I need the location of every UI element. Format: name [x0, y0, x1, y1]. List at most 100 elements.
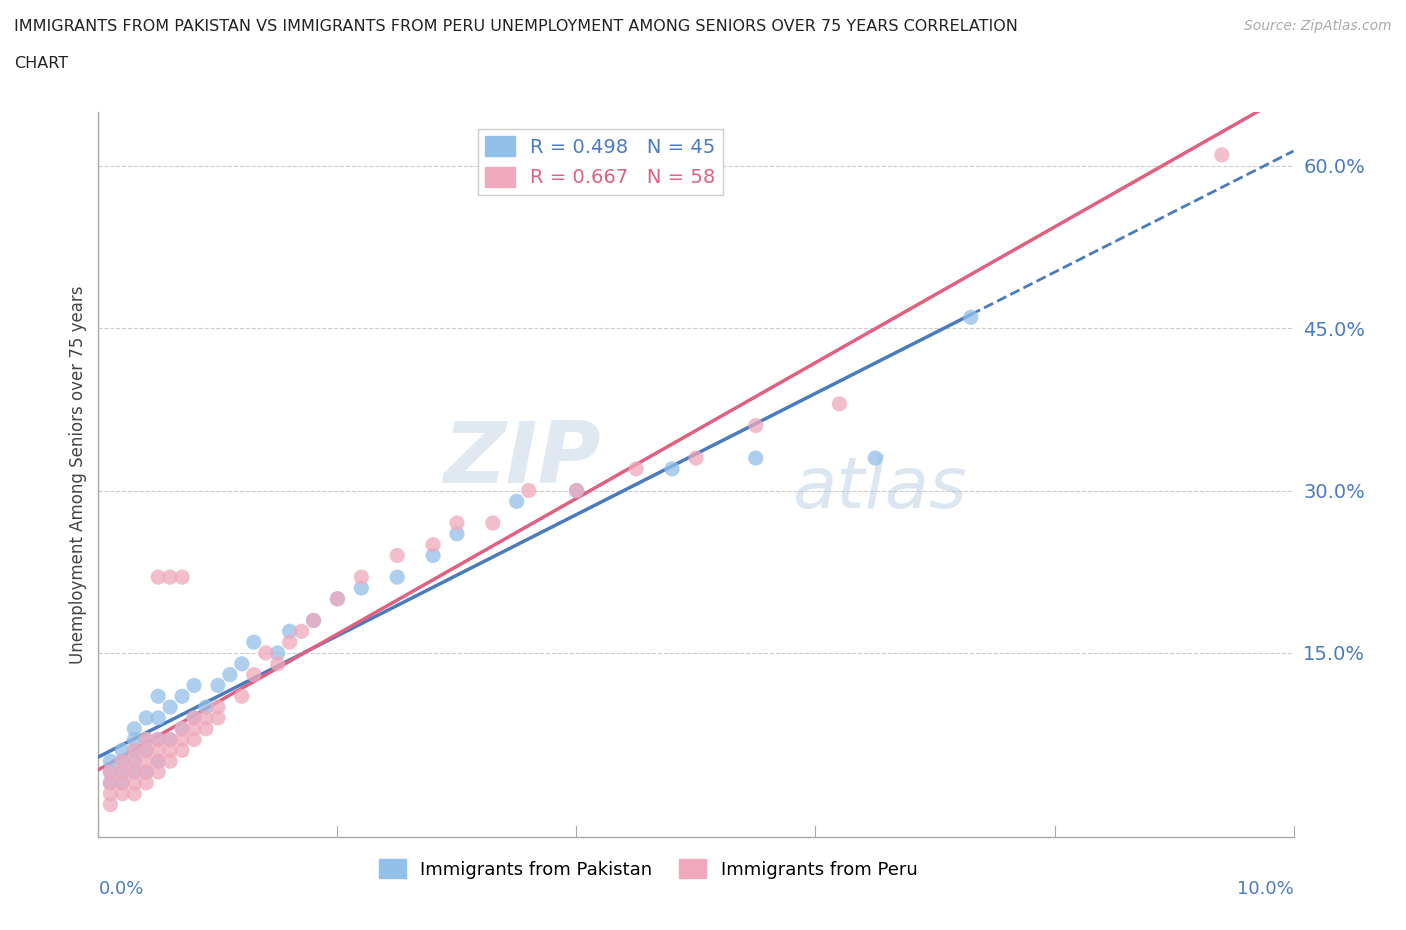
Text: IMMIGRANTS FROM PAKISTAN VS IMMIGRANTS FROM PERU UNEMPLOYMENT AMONG SENIORS OVER: IMMIGRANTS FROM PAKISTAN VS IMMIGRANTS F…	[14, 19, 1018, 33]
Point	[446, 515, 468, 530]
Point	[124, 732, 146, 747]
Point	[111, 776, 134, 790]
Point	[422, 548, 444, 563]
Point	[148, 711, 170, 725]
Point	[350, 580, 373, 595]
Point	[172, 732, 194, 747]
Point	[745, 418, 768, 433]
Point	[278, 624, 301, 639]
Point	[124, 764, 146, 779]
Point	[183, 722, 205, 737]
Point	[172, 689, 194, 704]
Point	[159, 754, 181, 769]
Point	[243, 667, 266, 682]
Point	[195, 699, 218, 714]
Point	[172, 743, 194, 758]
Point	[148, 689, 170, 704]
Point	[172, 722, 194, 737]
Point	[350, 570, 373, 585]
Point	[172, 570, 194, 585]
Point	[172, 722, 194, 737]
Point	[302, 613, 325, 628]
Point	[98, 764, 122, 779]
Point	[278, 634, 301, 649]
Point	[98, 776, 122, 790]
Point	[124, 754, 146, 769]
Point	[98, 786, 122, 801]
Point	[231, 689, 253, 704]
Point	[135, 764, 157, 779]
Point	[231, 657, 253, 671]
Point	[148, 570, 170, 585]
Point	[195, 722, 218, 737]
Point	[385, 570, 409, 585]
Text: atlas: atlas	[792, 455, 966, 524]
Legend: Immigrants from Pakistan, Immigrants from Peru: Immigrants from Pakistan, Immigrants fro…	[371, 852, 925, 886]
Point	[135, 711, 157, 725]
Point	[124, 776, 146, 790]
Point	[661, 461, 683, 476]
Text: 0.0%: 0.0%	[98, 881, 143, 898]
Point	[482, 515, 505, 530]
Point	[111, 743, 134, 758]
Point	[446, 526, 468, 541]
Point	[385, 548, 409, 563]
Point	[111, 754, 134, 769]
Point	[124, 764, 146, 779]
Point	[148, 743, 170, 758]
Point	[159, 732, 181, 747]
Point	[159, 699, 181, 714]
Point	[148, 754, 170, 769]
Point	[195, 711, 218, 725]
Point	[207, 699, 229, 714]
Point	[98, 764, 122, 779]
Point	[111, 776, 134, 790]
Point	[183, 711, 205, 725]
Point	[422, 538, 444, 552]
Point	[135, 732, 157, 747]
Point	[254, 645, 277, 660]
Point	[124, 743, 146, 758]
Point	[183, 732, 205, 747]
Text: Source: ZipAtlas.com: Source: ZipAtlas.com	[1244, 19, 1392, 33]
Point	[98, 754, 122, 769]
Point	[98, 797, 122, 812]
Point	[685, 451, 707, 466]
Point	[148, 754, 170, 769]
Text: ZIP: ZIP	[443, 418, 600, 501]
Point	[517, 483, 540, 498]
Point	[326, 591, 349, 606]
Point	[207, 678, 229, 693]
Point	[183, 711, 205, 725]
Point	[159, 743, 181, 758]
Point	[124, 786, 146, 801]
Point	[565, 483, 588, 498]
Point	[135, 764, 157, 779]
Point	[207, 711, 229, 725]
Point	[267, 645, 290, 660]
Point	[626, 461, 648, 476]
Point	[291, 624, 314, 639]
Point	[98, 776, 122, 790]
Point	[148, 732, 170, 747]
Point	[124, 743, 146, 758]
Point	[159, 570, 181, 585]
Point	[565, 483, 588, 498]
Point	[111, 786, 134, 801]
Point	[135, 732, 157, 747]
Point	[148, 732, 170, 747]
Point	[124, 754, 146, 769]
Point	[828, 396, 851, 411]
Point	[326, 591, 349, 606]
Point	[124, 722, 146, 737]
Point	[148, 764, 170, 779]
Text: CHART: CHART	[14, 56, 67, 71]
Point	[183, 678, 205, 693]
Point	[159, 732, 181, 747]
Point	[135, 776, 157, 790]
Point	[267, 657, 290, 671]
Point	[960, 310, 983, 325]
Point	[219, 667, 242, 682]
Text: 10.0%: 10.0%	[1237, 881, 1294, 898]
Point	[302, 613, 325, 628]
